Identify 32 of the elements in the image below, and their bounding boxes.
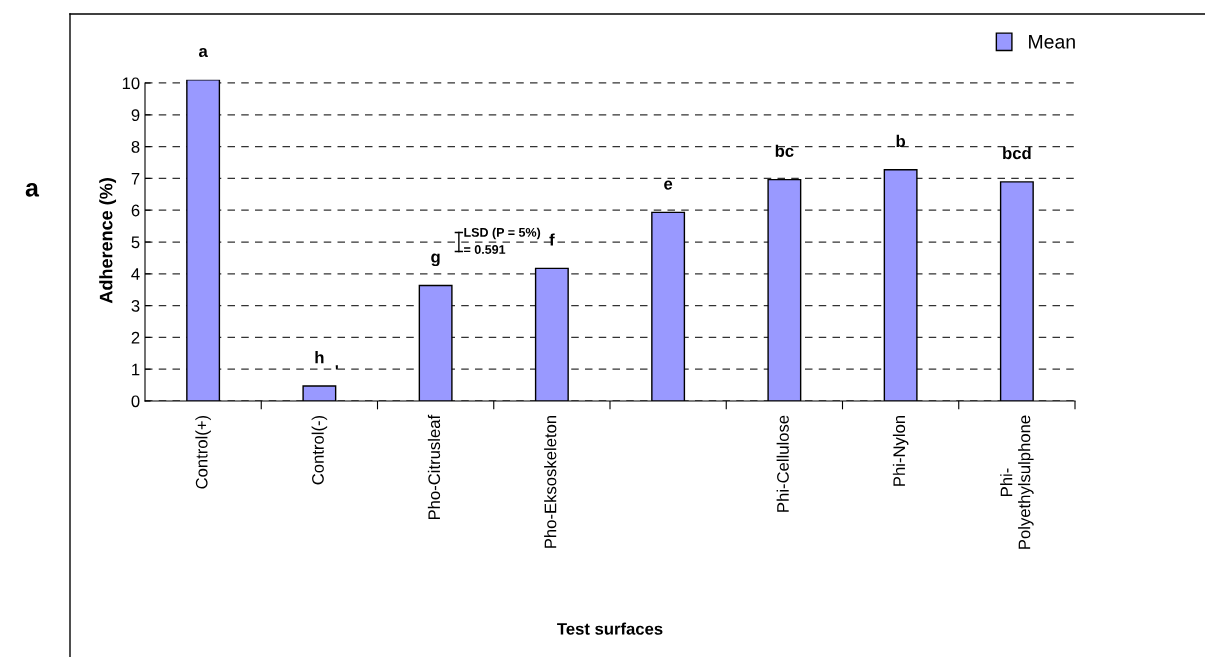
y-tick-label: 8 — [131, 141, 140, 153]
y-tick-label: 3 — [131, 300, 140, 312]
x-axis-title: Test surfaces — [557, 622, 663, 635]
data-label: a — [198, 47, 208, 58]
x-tick-label: Phi-Nylon — [892, 415, 909, 486]
data-label: e — [664, 180, 673, 190]
x-tick-label: Pho-Eksoskeleton — [544, 415, 557, 548]
text: a — [25, 183, 40, 197]
y-tick-label: 9 — [131, 109, 140, 121]
annotation: ʹ — [335, 365, 338, 370]
x-tick-label: Control(+) — [195, 415, 211, 489]
x-tick-label: Phi- Polyethylsulphone — [1000, 415, 1034, 549]
legend-label: Mean — [1029, 35, 1075, 49]
y-tick-label: 10 — [122, 77, 140, 90]
y-tick-label: 6 — [131, 204, 140, 217]
data-label: bc — [775, 144, 794, 157]
annotation: LSD (P = 5%) = 0.591 — [464, 227, 541, 254]
y-tick-label: 7 — [131, 172, 140, 185]
x-tick-label: Phi-Cellulose — [776, 415, 789, 512]
y-tick-label: 4 — [131, 268, 140, 280]
y-tick-label: 0 — [131, 395, 140, 408]
data-label: g — [431, 253, 440, 267]
data-label: b — [896, 134, 906, 148]
data-label: f — [549, 233, 555, 246]
y-axis-title: Adherence (%) — [99, 178, 117, 304]
y-tick-label: 1 — [132, 363, 140, 376]
x-tick-label: Control(-) — [311, 415, 328, 485]
data-label: bcd — [1003, 146, 1031, 160]
x-tick-label: Pho-Citrusleaf — [427, 414, 441, 520]
y-tick-label: 5 — [131, 236, 140, 249]
y-tick-label: 2 — [131, 331, 140, 344]
data-label: h — [315, 351, 324, 364]
